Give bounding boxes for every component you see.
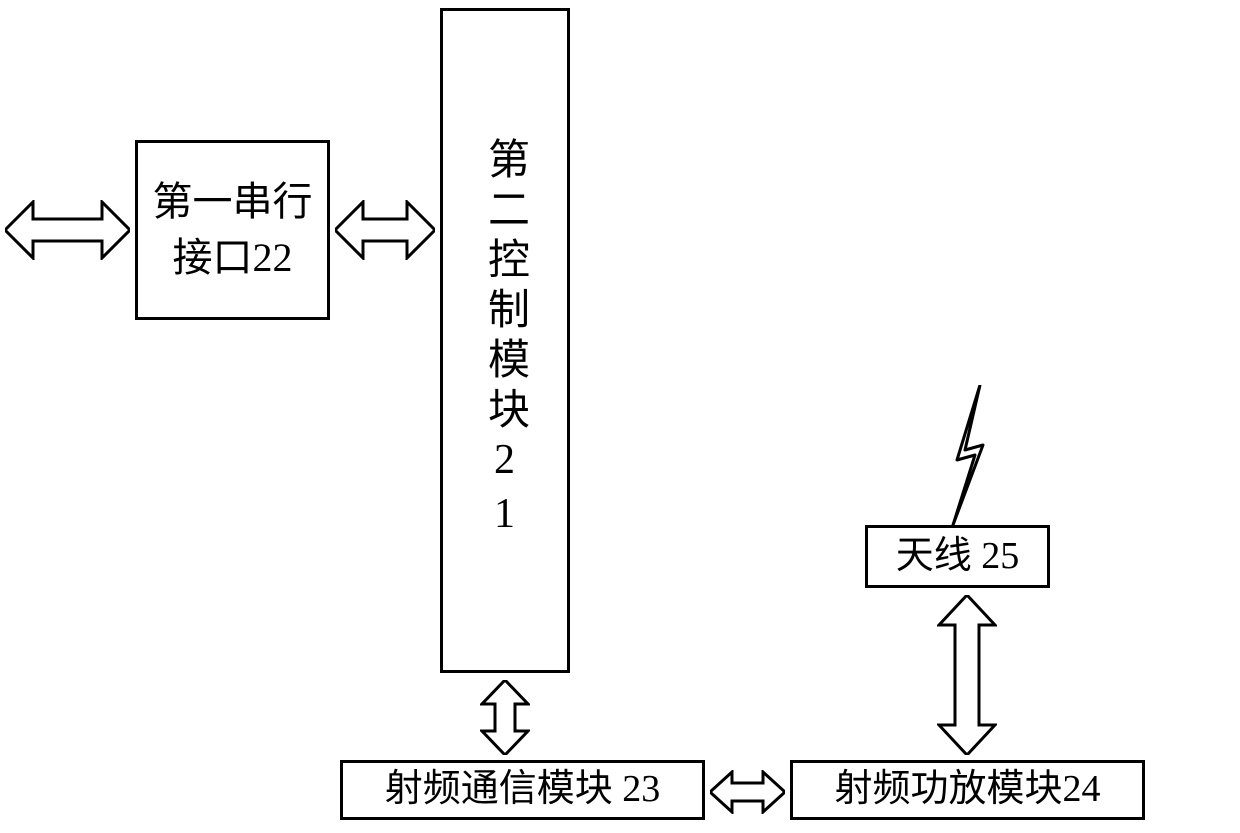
node-control-module: 第二控制模块21 bbox=[440, 8, 570, 673]
node-rf-comm-label: 射频通信模块 23 bbox=[385, 763, 661, 816]
arrow-serial-control bbox=[335, 200, 435, 260]
node-control-label: 第二控制模块21 bbox=[475, 137, 536, 545]
node-rf-comm: 射频通信模块 23 bbox=[340, 760, 705, 820]
arrow-rfcomm-rfamp bbox=[710, 770, 785, 814]
arrow-control-rfcomm bbox=[480, 680, 530, 755]
node-serial-label: 第一串行 接口22 bbox=[153, 174, 313, 286]
node-rf-amp: 射频功放模块24 bbox=[790, 760, 1145, 820]
node-rf-amp-label: 射频功放模块24 bbox=[834, 763, 1100, 816]
arrow-rfamp-antenna bbox=[937, 595, 997, 755]
node-antenna-label: 天线 25 bbox=[896, 530, 1020, 583]
node-antenna: 天线 25 bbox=[865, 525, 1050, 588]
node-serial-interface: 第一串行 接口22 bbox=[135, 140, 330, 320]
lightning-icon bbox=[945, 385, 995, 525]
arrow-external-serial bbox=[5, 200, 130, 260]
